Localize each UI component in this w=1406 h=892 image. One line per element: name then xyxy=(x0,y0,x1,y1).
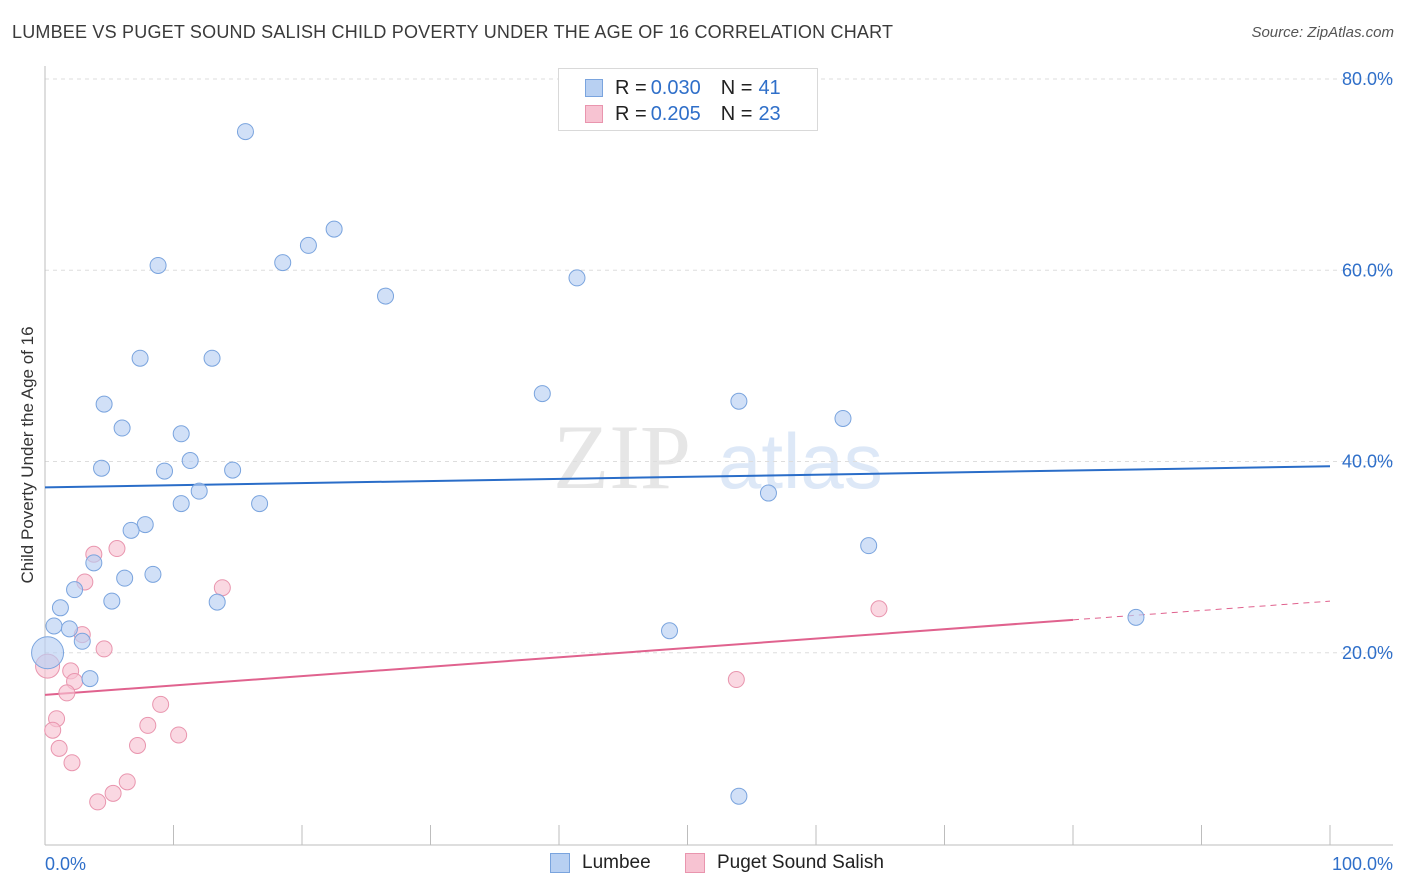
salish-trend-line xyxy=(44,618,1074,696)
salish-point xyxy=(170,726,188,744)
salish-legend-label: Puget Sound Salish xyxy=(717,852,884,873)
salish-point xyxy=(50,739,68,757)
salish-legend-swatch xyxy=(685,853,705,873)
salish-point xyxy=(870,600,888,618)
lumbee-point xyxy=(181,452,199,470)
y-tick-label: 80.0% xyxy=(1342,69,1393,89)
lumbee-point xyxy=(131,349,149,367)
lumbee-point xyxy=(661,622,679,640)
lumbee-point xyxy=(93,459,111,477)
legend-r-value: 0.030 xyxy=(650,76,701,99)
lumbee-point xyxy=(533,385,551,403)
lumbee-point xyxy=(156,462,174,480)
salish-point xyxy=(213,579,231,597)
lumbee-point xyxy=(759,484,777,502)
salish-point xyxy=(152,695,170,713)
lumbee-point xyxy=(172,425,190,443)
series-legend-salish[interactable]: Puget Sound Salish xyxy=(685,852,884,874)
legend-n-label: N = xyxy=(720,102,753,125)
lumbee-point xyxy=(66,581,84,599)
lumbee-point xyxy=(113,419,131,437)
lumbee-swatch xyxy=(585,79,603,97)
lumbee-point xyxy=(568,269,586,287)
lumbee-point xyxy=(236,123,254,141)
lumbee-point xyxy=(144,565,162,583)
lumbee-point xyxy=(73,632,91,650)
lumbee-point xyxy=(95,395,113,413)
lumbee-point xyxy=(730,392,748,410)
correlation-legend: R = 0.030 N = 41 R = 0.205 N = 23 xyxy=(558,68,818,131)
y-tick-label: 40.0% xyxy=(1342,452,1393,472)
salish-point xyxy=(63,754,81,772)
salish-point xyxy=(95,640,113,658)
legend-r-label: R = xyxy=(615,102,647,125)
lumbee-point xyxy=(208,593,226,611)
lumbee-point xyxy=(834,409,852,427)
source-label: Source: ZipAtlas.com xyxy=(1251,24,1394,41)
legend-row-salish: R = 0.205 N = 23 xyxy=(585,101,781,127)
lumbee-legend-label: Lumbee xyxy=(582,852,651,873)
lumbee-trend-line xyxy=(44,465,1331,489)
series-legend: Lumbee Puget Sound Salish xyxy=(0,852,1406,878)
watermark-zip: ZIP xyxy=(553,406,691,508)
lumbee-point xyxy=(224,461,242,479)
lumbee-point xyxy=(85,554,103,572)
salish-swatch xyxy=(585,105,603,123)
salish-point xyxy=(139,716,157,734)
lumbee-point xyxy=(51,599,69,617)
lumbee-point xyxy=(122,521,140,539)
lumbee-point xyxy=(860,537,878,555)
lumbee-point xyxy=(325,220,343,238)
lumbee-point xyxy=(274,254,292,272)
legend-r-value: 0.205 xyxy=(650,102,701,125)
salish-trend-extension xyxy=(1072,600,1331,621)
legend-n-value: 23 xyxy=(758,102,781,125)
legend-r-label: R = xyxy=(615,76,647,99)
lumbee-point xyxy=(299,236,317,254)
lumbee-point xyxy=(81,670,99,688)
lumbee-point xyxy=(1127,608,1145,626)
salish-point xyxy=(129,737,147,755)
salish-point xyxy=(104,784,122,802)
x-tick-label: 0.0% xyxy=(45,854,86,874)
salish-point xyxy=(727,671,745,689)
salish-point xyxy=(89,793,107,811)
lumbee-point xyxy=(377,287,395,305)
series-legend-lumbee[interactable]: Lumbee xyxy=(550,852,651,874)
lumbee-point xyxy=(190,482,208,500)
salish-point xyxy=(108,540,126,558)
salish-point xyxy=(58,684,76,702)
lumbee-point xyxy=(31,636,65,670)
legend-row-lumbee: R = 0.030 N = 41 xyxy=(585,75,781,101)
lumbee-point xyxy=(103,592,121,610)
y-tick-label: 20.0% xyxy=(1342,643,1393,663)
lumbee-point xyxy=(251,495,269,513)
lumbee-point xyxy=(149,256,167,274)
chart-title: LUMBEE VS PUGET SOUND SALISH CHILD POVER… xyxy=(12,22,894,42)
lumbee-point xyxy=(203,349,221,367)
salish-point xyxy=(44,721,62,739)
lumbee-point xyxy=(116,569,134,587)
legend-n-label: N = xyxy=(720,76,753,99)
lumbee-point xyxy=(60,620,78,638)
lumbee-point xyxy=(172,495,190,513)
salish-point xyxy=(118,773,136,791)
lumbee-point xyxy=(730,787,748,805)
x-tick-label: 100.0% xyxy=(1332,854,1393,874)
lumbee-point xyxy=(45,617,63,635)
y-tick-label: 60.0% xyxy=(1342,260,1393,280)
legend-n-value: 41 xyxy=(758,76,781,99)
lumbee-legend-swatch xyxy=(550,853,570,873)
lumbee-point xyxy=(136,516,154,534)
